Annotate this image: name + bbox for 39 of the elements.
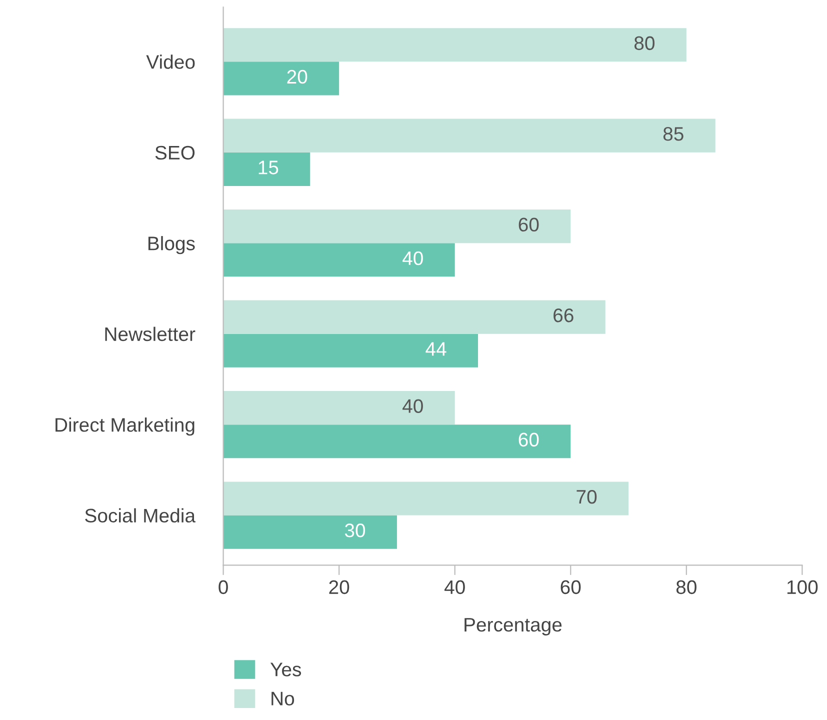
data-label: 30 xyxy=(344,524,366,538)
x-tick-label: 40 xyxy=(444,580,465,594)
legend-label: Yes xyxy=(270,662,302,676)
x-tick-label: 80 xyxy=(676,580,696,594)
bar xyxy=(223,152,310,186)
y-tick-label: Direct Marketing xyxy=(56,418,194,436)
bar xyxy=(223,334,478,368)
data-label: 60 xyxy=(518,432,539,447)
data-label: 15 xyxy=(258,160,278,174)
data-label: 40 xyxy=(402,251,423,266)
x-axis-title: Percentage xyxy=(464,618,562,636)
y-tick-label: Newsletter xyxy=(105,326,196,342)
data-label: 20 xyxy=(287,70,308,84)
bar xyxy=(223,62,340,96)
data-label: 44 xyxy=(426,342,446,356)
bar xyxy=(223,210,571,244)
x-tick-label: 20 xyxy=(329,580,350,594)
y-tick-label: Social Media xyxy=(85,508,196,523)
y-tick-label: Video xyxy=(146,54,195,69)
bar xyxy=(223,482,629,516)
x-tick-label: 100 xyxy=(787,580,818,594)
data-label: 70 xyxy=(576,490,597,504)
data-label: 80 xyxy=(634,36,654,50)
y-tick-label: Blogs xyxy=(148,236,195,254)
x-tick-label: 0 xyxy=(218,580,228,594)
data-label: 40 xyxy=(402,399,423,413)
bar xyxy=(223,300,606,334)
data-label: 66 xyxy=(554,308,574,322)
legend-label: No xyxy=(272,692,294,706)
bar xyxy=(223,28,686,62)
data-label: 60 xyxy=(518,218,539,232)
bar xyxy=(223,243,455,277)
bar xyxy=(223,424,571,458)
bar xyxy=(223,515,397,549)
bar xyxy=(223,118,716,152)
data-label: 85 xyxy=(663,127,684,141)
y-tick-label: SEO xyxy=(155,146,195,160)
x-tick-label: 60 xyxy=(560,580,581,594)
bar xyxy=(223,390,455,425)
